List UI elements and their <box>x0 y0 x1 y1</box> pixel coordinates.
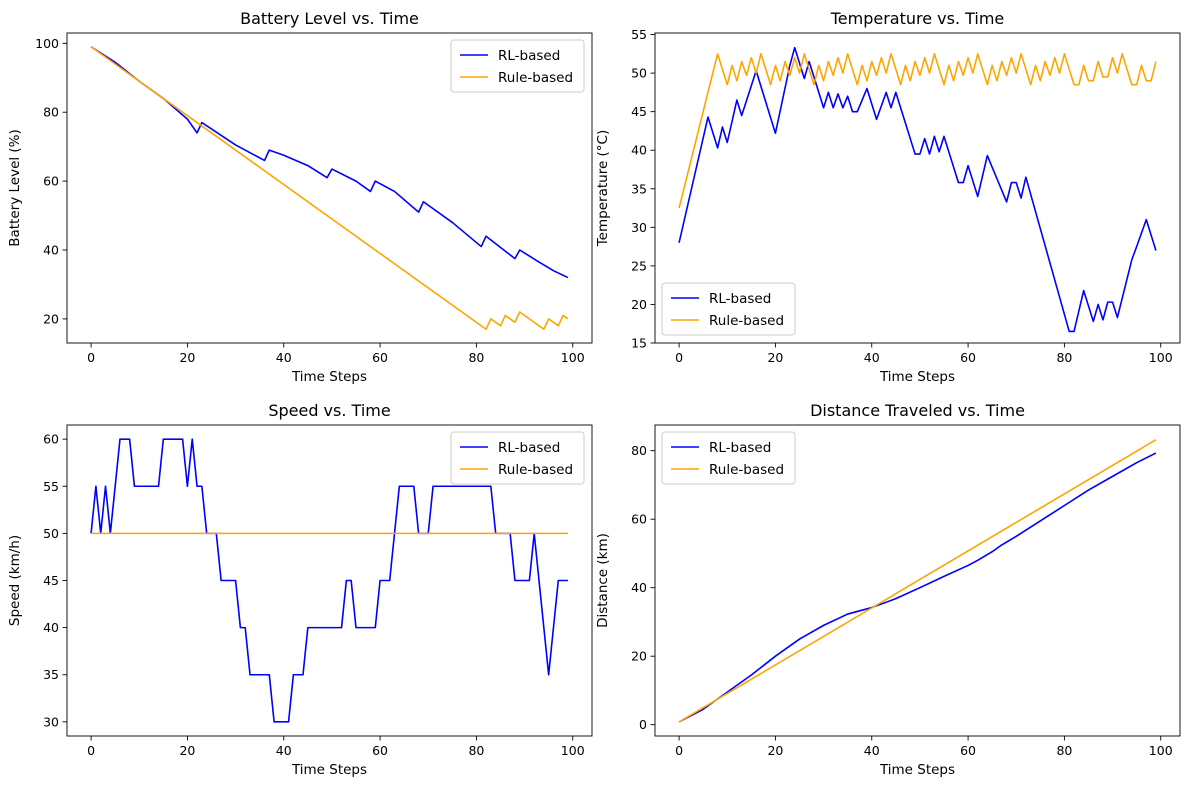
x-tick-label: 60 <box>960 743 976 758</box>
x-tick-label: 0 <box>87 743 95 758</box>
chart-title: Temperature vs. Time <box>830 9 1005 28</box>
y-tick-label: 30 <box>43 714 59 729</box>
x-tick-label: 60 <box>960 350 976 365</box>
y-tick-label: 50 <box>43 526 59 541</box>
x-tick-label: 100 <box>561 743 585 758</box>
y-tick-label: 50 <box>631 66 647 81</box>
legend-label: RL-based <box>498 48 560 64</box>
legend-label: Rule-based <box>498 70 573 86</box>
x-axis-label: Time Steps <box>291 369 367 385</box>
y-tick-label: 55 <box>43 479 59 494</box>
y-tick-label: 40 <box>43 243 59 258</box>
x-tick-label: 40 <box>864 743 880 758</box>
legend-label: Rule-based <box>498 462 573 478</box>
y-tick-label: 100 <box>35 36 59 51</box>
y-tick-label: 40 <box>631 143 647 158</box>
series-line-rl-based <box>90 46 569 279</box>
x-tick-label: 40 <box>276 350 292 365</box>
y-tick-label: 25 <box>631 258 647 273</box>
legend: RL-based Rule-based <box>450 431 585 485</box>
x-tick-label: 60 <box>372 350 388 365</box>
legend-label: Rule-based <box>709 462 784 478</box>
legend: RL-based Rule-based <box>450 39 585 93</box>
legend: RL-based Rule-based <box>661 282 796 336</box>
y-tick-label: 55 <box>631 27 647 42</box>
x-tick-label: 0 <box>675 743 683 758</box>
x-tick-label: 100 <box>1149 350 1173 365</box>
y-tick-label: 80 <box>631 443 647 458</box>
x-tick-label: 20 <box>767 743 783 758</box>
series-line-rule-based <box>90 46 569 331</box>
y-tick-label: 60 <box>631 512 647 527</box>
x-tick-label: 20 <box>179 350 195 365</box>
legend-box <box>661 431 796 485</box>
x-tick-label: 80 <box>468 743 484 758</box>
series-line-rl-based <box>678 452 1157 723</box>
x-tick-label: 20 <box>179 743 195 758</box>
y-tick-label: 45 <box>43 573 59 588</box>
y-tick-label: 40 <box>631 580 647 595</box>
y-tick-label: 20 <box>43 311 59 326</box>
chart-title: Battery Level vs. Time <box>240 9 419 28</box>
y-axis-label: Speed (km/h) <box>7 535 23 626</box>
x-tick-label: 80 <box>468 350 484 365</box>
y-axis-label: Battery Level (%) <box>7 129 23 247</box>
legend-label: RL-based <box>709 440 771 456</box>
legend-label: RL-based <box>709 291 771 307</box>
series-line-rl-based <box>678 46 1157 333</box>
plot-frame <box>654 424 1181 737</box>
plot-frame <box>66 32 593 344</box>
x-axis-label: Time Steps <box>291 762 367 778</box>
y-axis-label: Temperature (°C) <box>595 130 611 248</box>
x-axis-label: Time Steps <box>879 369 955 385</box>
chart-panel-4: Distance Traveled vs. Time 0 20 40 60 80 100 0 2… <box>595 401 1181 778</box>
y-tick-label: 30 <box>631 220 647 235</box>
chart-panel-2: Temperature vs. Time 0 20 40 60 80 100 15 20 25 30… <box>595 9 1181 385</box>
series-line-rl-based <box>90 438 568 723</box>
legend-box <box>450 39 585 93</box>
x-tick-label: 80 <box>1056 743 1072 758</box>
legend-label: RL-based <box>498 440 560 456</box>
x-tick-label: 80 <box>1056 350 1072 365</box>
legend-box <box>450 431 585 485</box>
x-tick-label: 0 <box>87 350 95 365</box>
y-tick-label: 60 <box>43 174 59 189</box>
y-tick-label: 45 <box>631 104 647 119</box>
legend-label: Rule-based <box>709 313 784 329</box>
y-tick-label: 0 <box>639 717 647 732</box>
chart-title: Speed vs. Time <box>268 401 390 420</box>
y-tick-label: 35 <box>631 181 647 196</box>
series-line-rule-based <box>678 53 1157 209</box>
x-tick-label: 40 <box>864 350 880 365</box>
x-tick-label: 60 <box>372 743 388 758</box>
series-line-rule-based <box>678 439 1157 723</box>
y-tick-label: 60 <box>43 432 59 447</box>
x-tick-label: 100 <box>561 350 585 365</box>
x-tick-label: 40 <box>276 743 292 758</box>
x-axis-label: Time Steps <box>879 762 955 778</box>
chart-panel-1: Battery Level vs. Time 0 20 40 60 80 100 20 40 60… <box>7 9 593 385</box>
legend-box <box>661 282 796 336</box>
y-tick-label: 35 <box>43 667 59 682</box>
x-tick-label: 100 <box>1149 743 1173 758</box>
y-tick-label: 80 <box>43 105 59 120</box>
chart-title: Distance Traveled vs. Time <box>810 401 1025 420</box>
chart-panel-3: Speed vs. Time 0 20 40 60 80 100 30 35 40 45 50 55 60… <box>7 401 593 778</box>
x-tick-label: 0 <box>675 350 683 365</box>
x-tick-label: 20 <box>767 350 783 365</box>
y-tick-label: 40 <box>43 620 59 635</box>
legend: RL-based Rule-based <box>661 431 796 485</box>
plot-frame <box>654 32 1181 344</box>
y-tick-label: 20 <box>631 649 647 664</box>
y-tick-label: 20 <box>631 297 647 312</box>
y-tick-label: 15 <box>631 336 647 351</box>
y-axis-label: Distance (km) <box>595 533 611 628</box>
